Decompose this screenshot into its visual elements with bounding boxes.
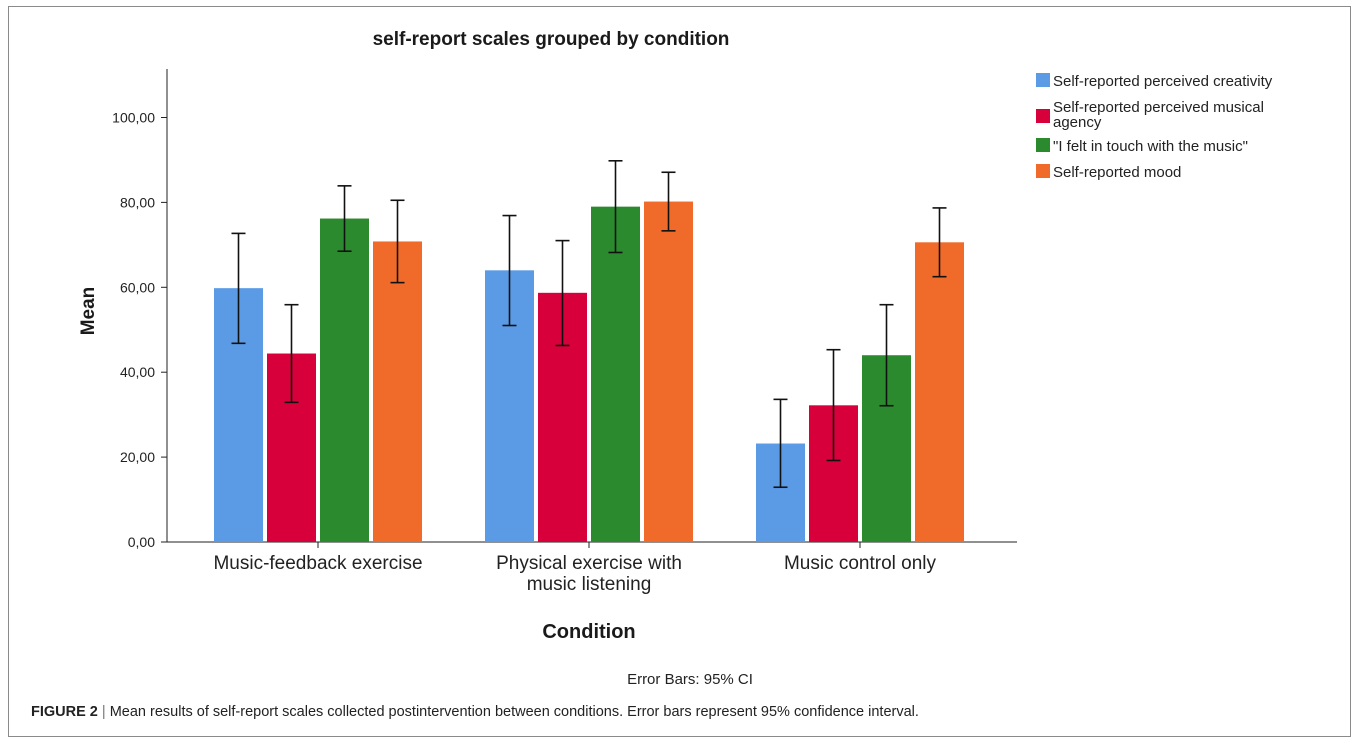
x-tick-label: Music-feedback exercise [213,553,422,574]
error-bars-note: Error Bars: 95% CI [627,671,753,688]
figure-caption: FIGURE 2 | Mean results of self-report s… [31,704,919,720]
y-tick-label: 0,00 [128,534,155,550]
x-tick-label: Music control only [784,553,937,574]
y-tick-label: 80,00 [120,194,155,210]
y-tick-label: 40,00 [120,364,155,380]
axes: 0,00 20,00 40,00 60,00 80,00 100,00 Music-feed… [112,69,1017,595]
y-tick-label: 20,00 [120,449,155,465]
legend-label: "I felt in touch with the music" [1053,138,1248,155]
legend-swatch [1036,138,1050,152]
legend-label: Self-reported perceived creativity [1053,73,1273,90]
legend-label: Self-reported mood [1053,164,1181,181]
legend: Self-reported perceived creativity Self-r… [1036,73,1273,181]
bars [214,159,964,543]
bar [320,218,369,542]
x-axis-title: Condition [542,621,635,643]
bar [591,206,640,542]
legend-swatch [1036,109,1050,123]
caption-separator: | [101,704,106,720]
legend-swatch [1036,164,1050,178]
y-tick-label: 60,00 [120,279,155,295]
legend-label: agency [1053,114,1102,131]
legend-label: Self-reported perceived musical [1053,99,1264,116]
figure-frame: self-report scales grouped by condition … [8,6,1351,737]
chart-title: self-report scales grouped by condition [373,29,730,50]
bar [915,242,964,543]
bar-chart: self-report scales grouped by condition … [78,29,1273,688]
bar [373,241,422,543]
caption-text: Mean results of self-report scales colle… [105,704,919,720]
legend-swatch [1036,73,1050,87]
y-tick-label: 100,00 [112,110,155,126]
bar [644,201,693,542]
x-tick-label: music listening [527,574,652,595]
caption-label: FIGURE 2 [31,704,98,720]
x-tick-label: Physical exercise with [496,553,682,574]
y-axis-title: Mean [78,287,99,336]
